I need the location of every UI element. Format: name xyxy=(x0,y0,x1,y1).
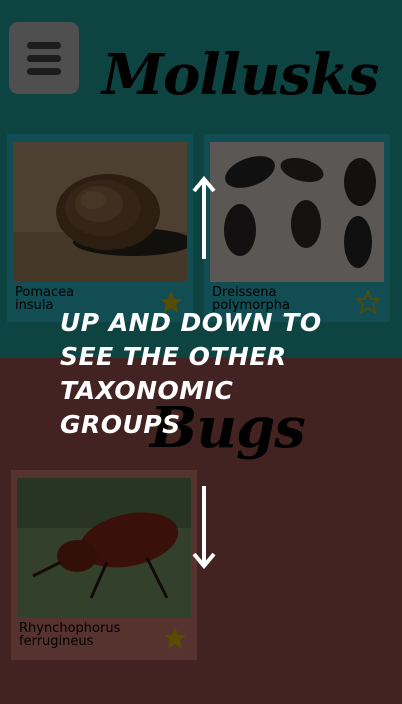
tutorial-hint: UP AND DOWN TO SEE THE OTHER TAXONOMIC G… xyxy=(60,308,322,439)
arrow-down-icon xyxy=(192,486,216,570)
arrow-up-icon xyxy=(192,175,216,259)
